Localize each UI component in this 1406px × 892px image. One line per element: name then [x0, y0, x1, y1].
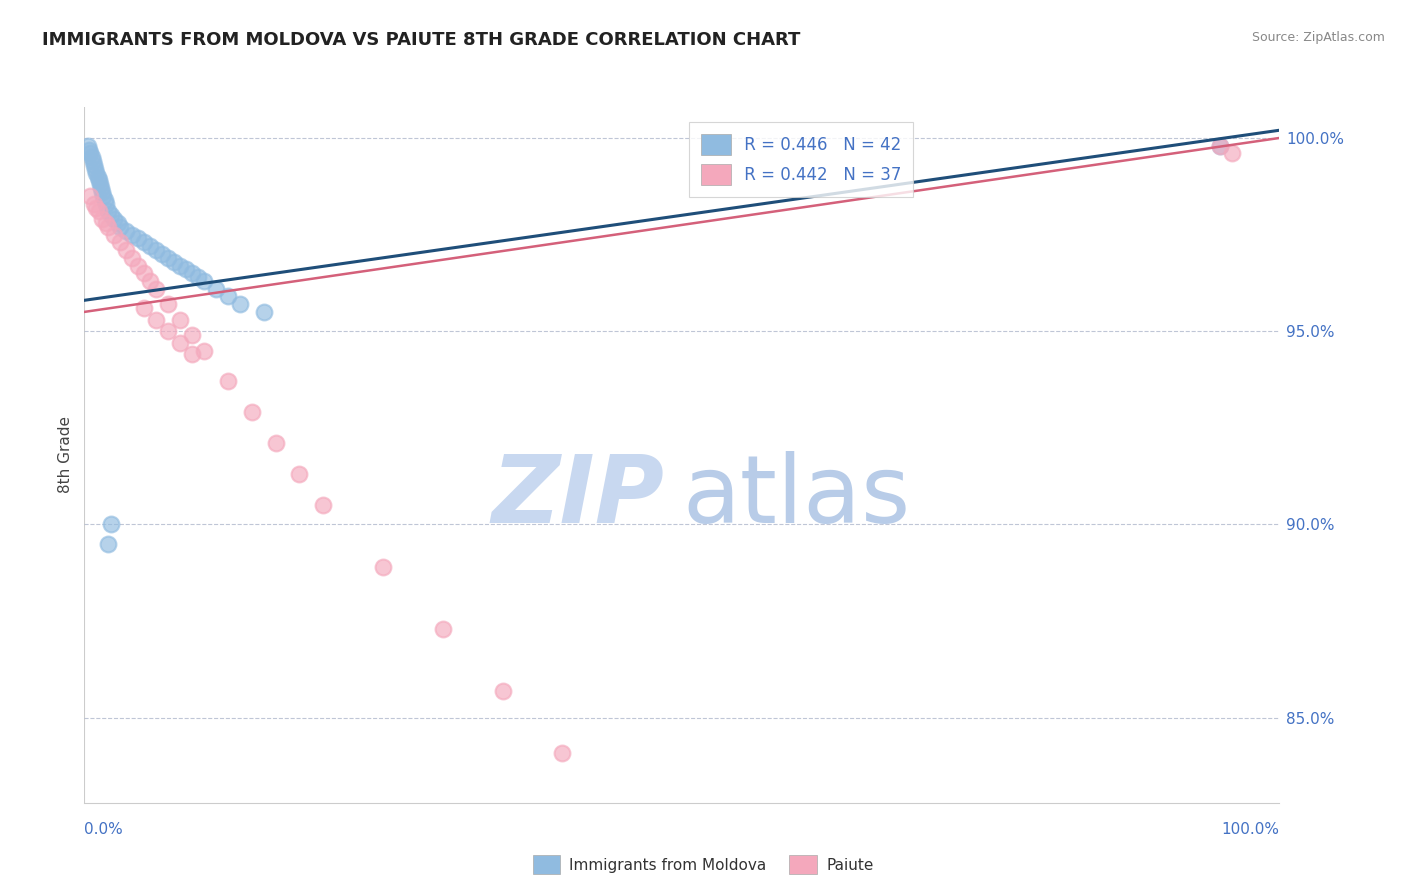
Point [83, 196, 105, 211]
Point [181, 347, 204, 361]
Point [145, 312, 167, 326]
Point [671, 865, 693, 880]
Point [115, 224, 138, 238]
Point [77, 143, 100, 157]
Point [93, 193, 115, 207]
Point [97, 219, 120, 234]
Point [187, 270, 209, 285]
Text: IMMIGRANTS FROM MOLDOVA VS PAIUTE 8TH GRADE CORRELATION CHART: IMMIGRANTS FROM MOLDOVA VS PAIUTE 8TH GR… [42, 31, 800, 49]
Point [205, 282, 228, 296]
Point [110, 235, 132, 250]
Point [240, 405, 263, 419]
Point [157, 297, 180, 311]
Point [87, 204, 110, 219]
Point [551, 746, 574, 760]
Point [127, 259, 149, 273]
Point [103, 212, 125, 227]
Point [181, 328, 204, 343]
Point [169, 335, 191, 350]
Point [145, 243, 167, 257]
Point [253, 305, 276, 319]
Point [373, 560, 395, 574]
Point [217, 289, 239, 303]
Point [312, 498, 335, 512]
Y-axis label: 8th Grade: 8th Grade [58, 417, 73, 493]
Point [492, 683, 515, 698]
Point [79, 146, 101, 161]
Point [432, 622, 454, 636]
Point [100, 517, 122, 532]
Point [107, 216, 129, 230]
Point [1209, 138, 1232, 153]
Point [121, 227, 143, 242]
Point [264, 436, 287, 450]
Point [1220, 146, 1243, 161]
Point [100, 208, 122, 222]
Text: 0.0%: 0.0% [84, 822, 124, 837]
Point [86, 166, 108, 180]
Point [139, 239, 162, 253]
Point [193, 343, 215, 358]
Point [82, 154, 104, 169]
Point [97, 204, 120, 219]
Text: ZIP: ZIP [491, 450, 664, 542]
Point [157, 251, 180, 265]
Point [134, 235, 156, 250]
Point [134, 301, 156, 315]
Point [97, 537, 120, 551]
Text: Source: ZipAtlas.com: Source: ZipAtlas.com [1251, 31, 1385, 45]
Point [139, 274, 162, 288]
Point [91, 185, 114, 199]
Point [94, 216, 117, 230]
Point [103, 227, 125, 242]
Point [229, 297, 252, 311]
Point [80, 150, 103, 164]
Point [145, 282, 167, 296]
Point [150, 247, 173, 261]
Point [1209, 138, 1232, 153]
Point [94, 196, 117, 211]
Text: atlas: atlas [682, 450, 910, 542]
Point [157, 324, 180, 338]
Point [217, 375, 239, 389]
Point [84, 161, 107, 176]
Point [86, 169, 108, 184]
Point [174, 262, 197, 277]
Point [110, 219, 132, 234]
Point [163, 254, 186, 268]
Point [115, 243, 138, 257]
Point [169, 312, 191, 326]
Legend: Immigrants from Moldova, Paiute: Immigrants from Moldova, Paiute [526, 849, 880, 880]
Text: 100.0%: 100.0% [1222, 822, 1279, 837]
Point [93, 189, 115, 203]
Point [181, 266, 204, 280]
Point [83, 158, 105, 172]
Point [127, 231, 149, 245]
Point [86, 201, 108, 215]
Point [77, 138, 100, 153]
Point [612, 807, 634, 822]
Point [169, 259, 191, 273]
Point [87, 173, 110, 187]
Point [288, 467, 311, 482]
Point [89, 178, 111, 192]
Point [121, 251, 143, 265]
Point [134, 266, 156, 280]
Point [79, 189, 101, 203]
Point [90, 181, 112, 195]
Legend:  R = 0.446   N = 42,  R = 0.442   N = 37: R = 0.446 N = 42, R = 0.442 N = 37 [689, 122, 914, 197]
Point [91, 212, 114, 227]
Point [193, 274, 215, 288]
